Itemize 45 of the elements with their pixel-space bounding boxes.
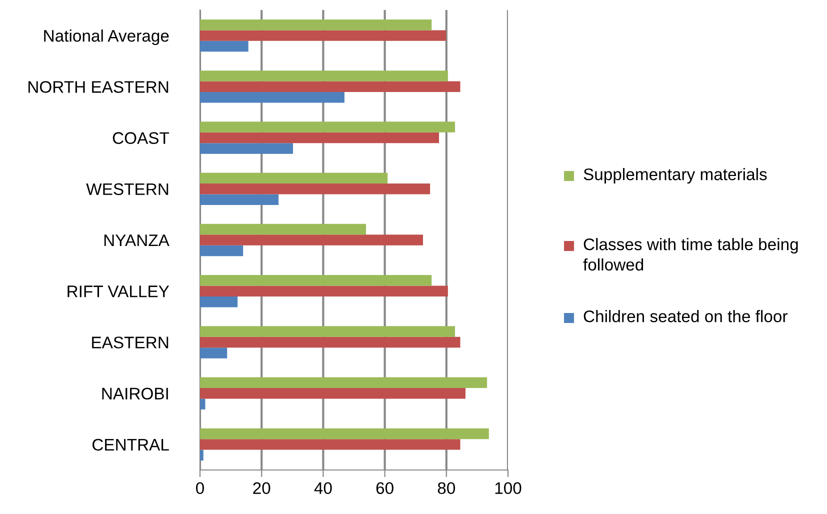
y-tick-label: WESTERN (86, 183, 168, 196)
bar (200, 245, 244, 256)
x-tick-label: 100 (495, 482, 522, 494)
bar (200, 275, 432, 286)
bar (200, 70, 448, 82)
bar (200, 398, 206, 410)
bar (200, 30, 446, 41)
bar (200, 428, 489, 440)
x-tick-label: 40 (314, 482, 332, 494)
bar (200, 224, 366, 235)
x-tick-label: 60 (376, 482, 394, 494)
bar (200, 40, 248, 52)
legend-label: Classes with time table being followed (583, 238, 798, 271)
y-tick-label: NORTH EASTERN (28, 81, 168, 93)
x-tick-label: 80 (438, 482, 456, 494)
bar (200, 92, 344, 103)
bar (200, 450, 204, 461)
bar (200, 172, 388, 184)
y-tick-label: National Average (44, 30, 169, 46)
bar (200, 286, 448, 296)
x-tick-label: 20 (253, 482, 270, 494)
legend-label: Children seated on the floor (584, 310, 788, 322)
bar (200, 388, 466, 399)
bar (200, 122, 456, 132)
bar (200, 348, 228, 358)
y-tick-label: CENTRAL (92, 438, 169, 451)
bar (200, 143, 294, 154)
y-tick-label: COAST (112, 132, 170, 144)
bar (200, 184, 430, 194)
y-tick-label: NAIROBI (102, 388, 168, 400)
y-tick-label: EASTERN (92, 336, 168, 348)
bar (200, 19, 432, 30)
bar (200, 296, 238, 308)
bar (200, 439, 460, 450)
x-tick-label: 0 (196, 482, 204, 494)
bar (200, 326, 456, 337)
bar (200, 377, 488, 388)
bar (200, 81, 460, 92)
y-tick-label: RIFT VALLEY (68, 286, 170, 298)
legend-label: Supplementary materials (584, 168, 767, 184)
y-tick-label: NYANZA (104, 234, 170, 246)
bar (200, 194, 279, 205)
bar (200, 132, 440, 144)
bar (200, 234, 423, 246)
bar (200, 336, 460, 348)
